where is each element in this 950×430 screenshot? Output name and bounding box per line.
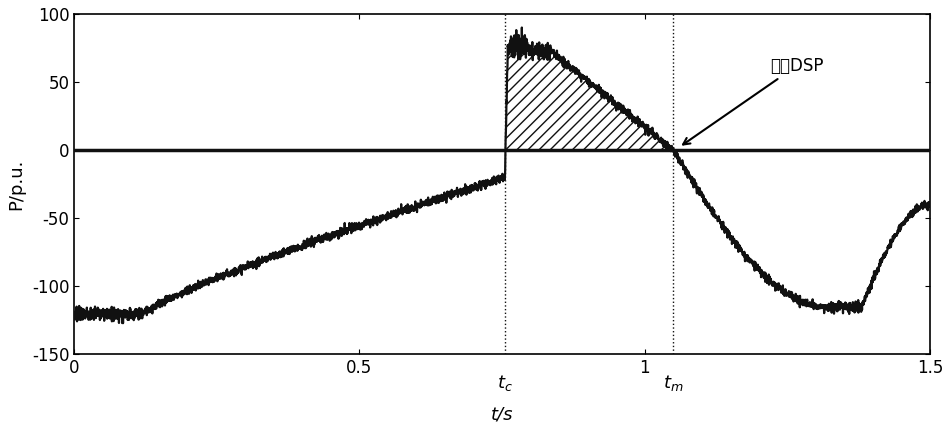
Text: $t_m$: $t_m$ <box>663 374 683 393</box>
Text: $t_c$: $t_c$ <box>497 374 513 393</box>
Y-axis label: P/p.u.: P/p.u. <box>7 159 25 210</box>
Polygon shape <box>505 28 674 150</box>
Text: 到达DSP: 到达DSP <box>683 57 824 144</box>
X-axis label: t/s: t/s <box>491 405 513 423</box>
